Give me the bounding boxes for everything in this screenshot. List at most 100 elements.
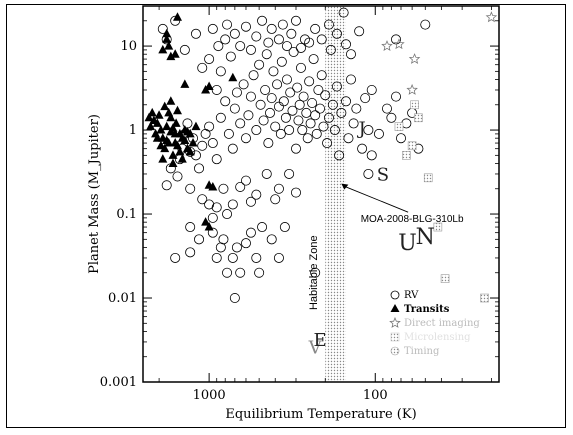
microlensing-point (480, 293, 489, 303)
legend-marker-star (389, 316, 401, 328)
rv-point (290, 143, 301, 154)
rv-point (227, 199, 238, 210)
rv-point (290, 187, 301, 198)
rv-point (257, 15, 268, 26)
rv-point (366, 84, 377, 95)
rv-point (281, 41, 292, 52)
annotation-layer: MOA-2008-BLG-310Lb (341, 183, 464, 225)
rv-point (157, 23, 168, 34)
legend-marker-square (390, 332, 400, 342)
rv-point (185, 183, 196, 194)
rv-point (266, 93, 277, 104)
transit-point (152, 133, 162, 142)
transit-point (185, 146, 195, 156)
rv-point (207, 23, 218, 34)
y-tick-label: 10 (120, 39, 137, 54)
rv-point (172, 171, 183, 182)
transit-point (191, 121, 201, 131)
rv-point (287, 105, 298, 116)
rv-point (215, 112, 226, 123)
x-tick-label: 1000 (193, 388, 226, 403)
legend-label: Timing (404, 346, 440, 357)
rv-point (222, 267, 233, 278)
annotation-arrow-head (341, 183, 349, 190)
rv-point (207, 212, 218, 223)
rv-point (275, 128, 286, 139)
rv-point (215, 66, 226, 77)
rv-point (310, 267, 321, 278)
rv-point (240, 133, 251, 144)
rv-point (338, 7, 349, 18)
habitable-zone-band (325, 6, 347, 382)
solar-planet-U: U (398, 231, 417, 256)
transit-point (204, 81, 214, 91)
rv-point (311, 128, 322, 139)
rv-point (207, 138, 218, 149)
rv-point (223, 128, 234, 139)
microlensing-point (414, 113, 423, 123)
rv-point (323, 112, 334, 123)
direct-imaging-point (406, 83, 418, 95)
rv-point (207, 227, 218, 238)
rv-point (320, 90, 331, 101)
rv-point (278, 96, 289, 107)
data-points-layer (144, 7, 498, 304)
direct-imaging-point (393, 38, 405, 50)
rv-point (308, 54, 319, 65)
rv-point (245, 44, 256, 55)
rv-point (265, 107, 276, 118)
rv-point (284, 168, 295, 179)
microlensing-point (410, 100, 419, 110)
rv-point (235, 118, 246, 129)
rv-point (211, 154, 222, 165)
rv-point (257, 222, 268, 233)
transit-point (204, 222, 214, 231)
transit-point (180, 135, 190, 145)
rv-point (227, 143, 238, 154)
rv-point (277, 19, 288, 30)
rv-point (273, 183, 284, 194)
rv-point (325, 44, 336, 55)
rv-point (263, 37, 274, 48)
rv-point (315, 103, 326, 114)
solar-system-layer: VE J S UN (308, 119, 435, 359)
legend-label: RV (404, 290, 419, 301)
rv-point (322, 138, 333, 149)
rv-point (229, 28, 240, 39)
transit-point (160, 101, 170, 111)
y-axis-label: Planet Mass (M_Jupiter) (87, 114, 102, 274)
transit-point (152, 118, 162, 127)
rv-point (218, 234, 229, 245)
rv-point (345, 49, 356, 60)
rv-point (279, 222, 290, 233)
rv-point (363, 125, 374, 136)
rv-point (360, 93, 371, 104)
rv-point (284, 125, 295, 136)
rv-point (204, 199, 215, 210)
rv-point (294, 99, 305, 110)
rv-point (373, 128, 384, 139)
transit-point (154, 110, 164, 119)
rv-point (268, 66, 279, 77)
transit-point (168, 158, 178, 167)
transit-point (171, 118, 181, 127)
transit-point (162, 34, 172, 43)
rv-point (276, 56, 287, 67)
rv-point (245, 227, 256, 238)
rv-point (238, 79, 249, 90)
rv-point (293, 115, 304, 126)
rv-point (298, 91, 309, 102)
rv-point (260, 84, 271, 95)
transit-point (146, 121, 156, 131)
rv-point (280, 112, 291, 123)
rv-point (318, 121, 329, 132)
rv-point (363, 168, 374, 179)
rv-point (310, 23, 321, 34)
transit-point (162, 121, 172, 131)
transit-point (144, 112, 154, 122)
rv-point (334, 150, 345, 161)
rv-point (302, 133, 313, 144)
rv-point (258, 115, 269, 126)
y-tick-label: 0.001 (100, 375, 137, 390)
legend: RV Transits Direct imaging Microlensing Timi… (389, 290, 480, 357)
